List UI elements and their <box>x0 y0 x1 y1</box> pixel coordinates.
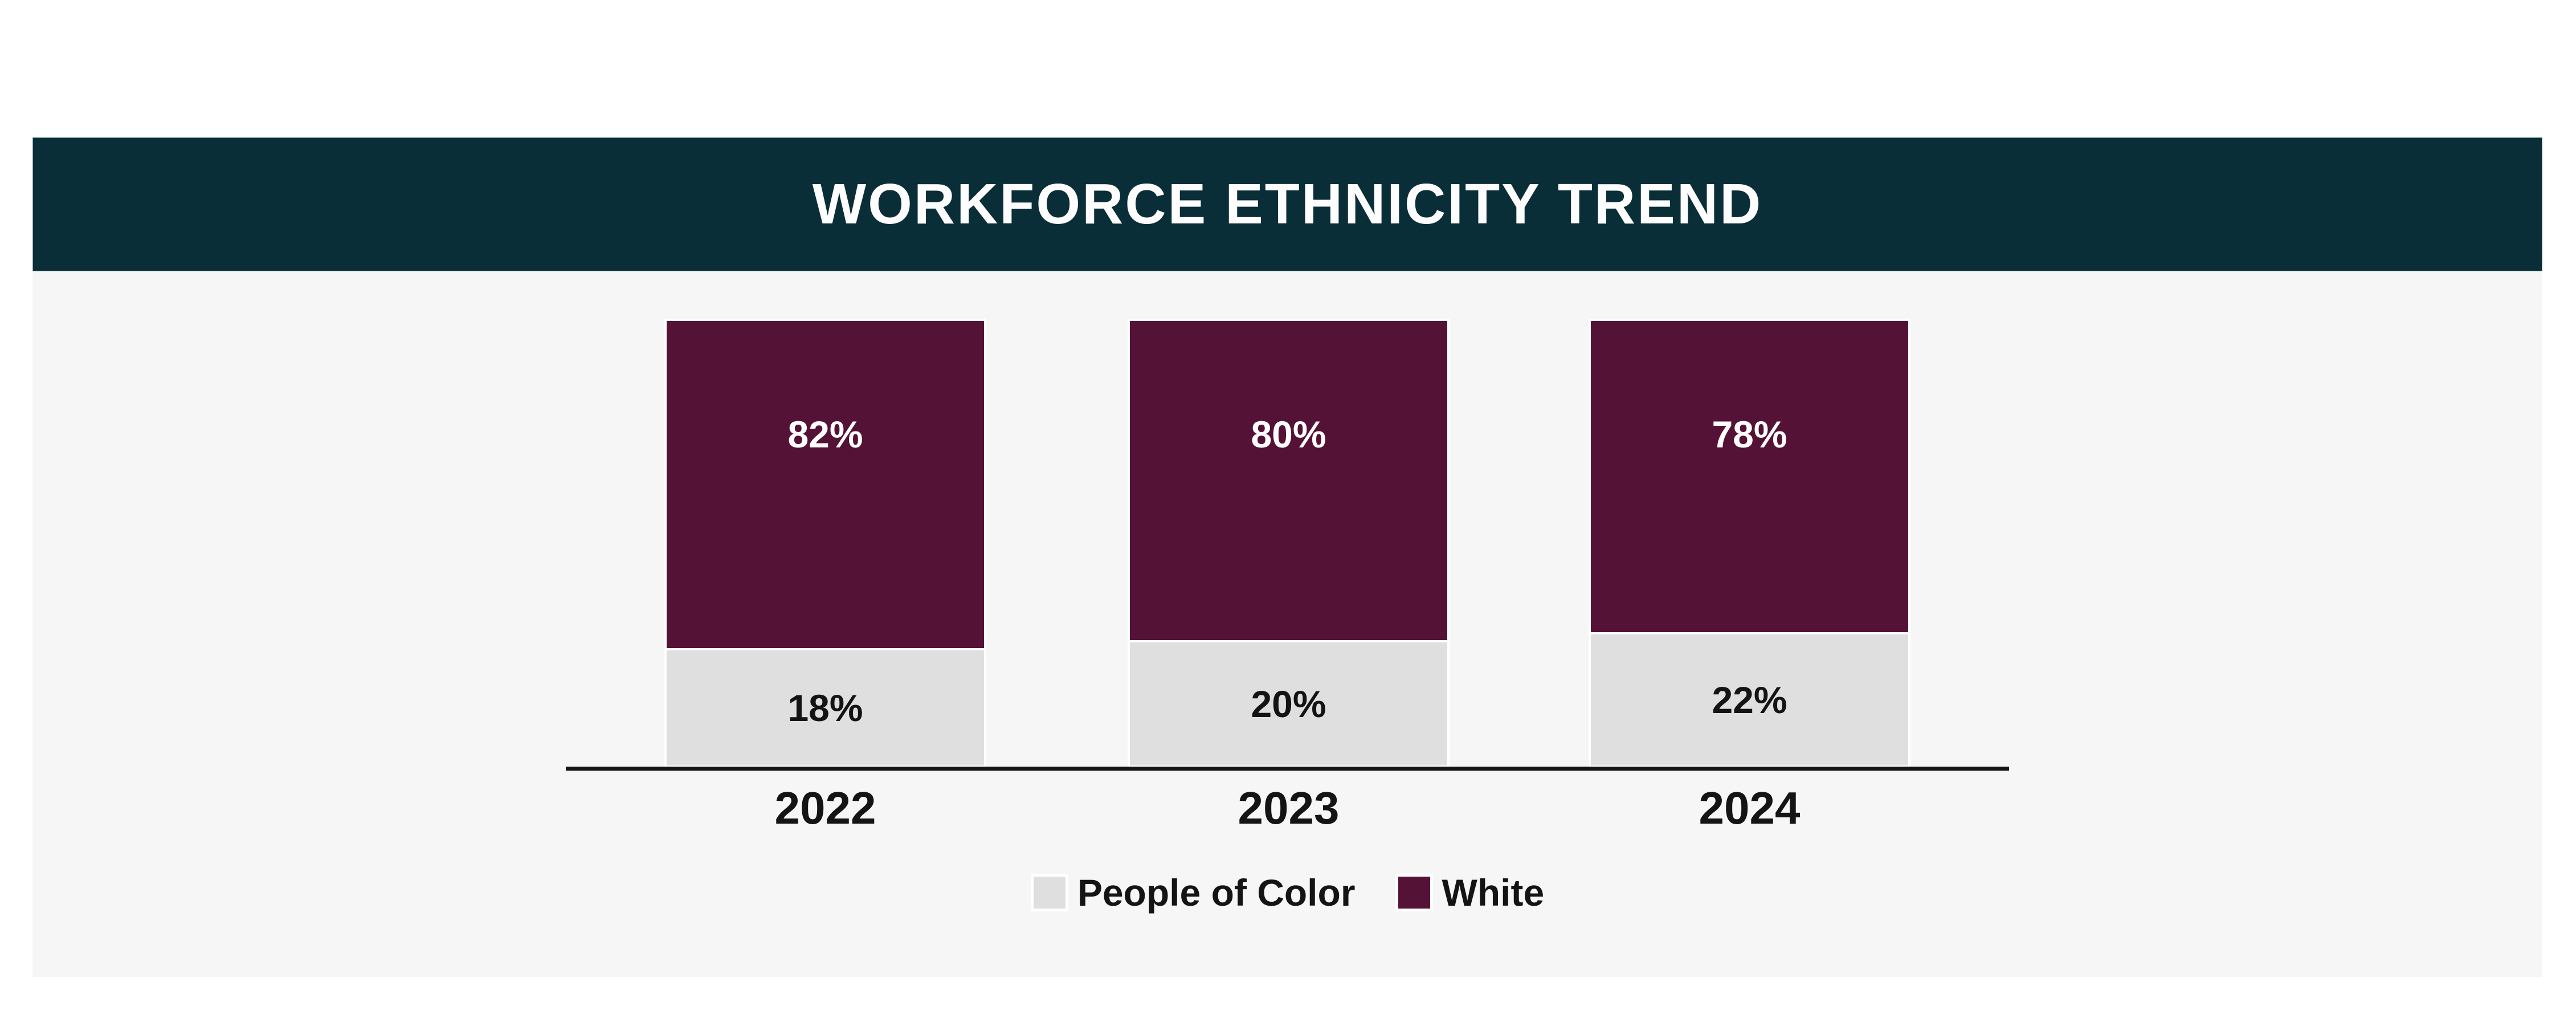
chart-plot-area: 82% 18% 80% 20% 78% 22% 2022 2023 2024 People o… <box>32 271 2542 977</box>
bar-2023: 80% 20% <box>1128 319 1450 768</box>
chart-card: WORKFORCE ETHNICITY TREND 82% 18% 80% 20% 78… <box>32 137 2542 977</box>
data-label-white-2024: 78% <box>1712 413 1787 455</box>
x-axis-label-2022: 2022 <box>774 783 876 833</box>
bar-2024-people-of-color-segment: 22% <box>1591 634 1908 765</box>
legend-swatch-icon <box>1395 874 1433 911</box>
data-label-white-2023: 80% <box>1251 413 1326 455</box>
data-label-people-of-color-2023: 20% <box>1251 683 1326 725</box>
legend-item: People of Color <box>1030 871 1356 914</box>
legend-label: People of Color <box>1077 872 1356 914</box>
chart-title: WORKFORCE ETHNICITY TREND <box>812 172 1763 236</box>
data-label-people-of-color-2022: 18% <box>787 687 863 729</box>
x-axis-line <box>566 767 2009 771</box>
x-axis-label-2023: 2023 <box>1238 783 1340 833</box>
bar-2022-white-segment: 82% <box>667 321 984 648</box>
bar-2023-people-of-color-segment: 20% <box>1130 642 1447 765</box>
bar-2022-people-of-color-segment: 18% <box>667 650 984 765</box>
legend: People of Color White <box>32 871 2542 914</box>
bar-2024-white-segment: 78% <box>1591 321 1908 632</box>
data-label-white-2022: 82% <box>787 413 863 455</box>
data-label-people-of-color-2024: 22% <box>1712 679 1787 721</box>
bar-2023-white-segment: 80% <box>1130 321 1447 640</box>
bar-2022: 82% 18% <box>664 319 986 768</box>
legend-swatch-icon <box>1030 874 1068 911</box>
x-axis-label-2024: 2024 <box>1699 783 1801 833</box>
chart-title-bar: WORKFORCE ETHNICITY TREND <box>32 137 2542 271</box>
bar-2024: 78% 22% <box>1589 319 1910 768</box>
legend-label: White <box>1442 872 1545 914</box>
legend-item: White <box>1395 871 1545 914</box>
